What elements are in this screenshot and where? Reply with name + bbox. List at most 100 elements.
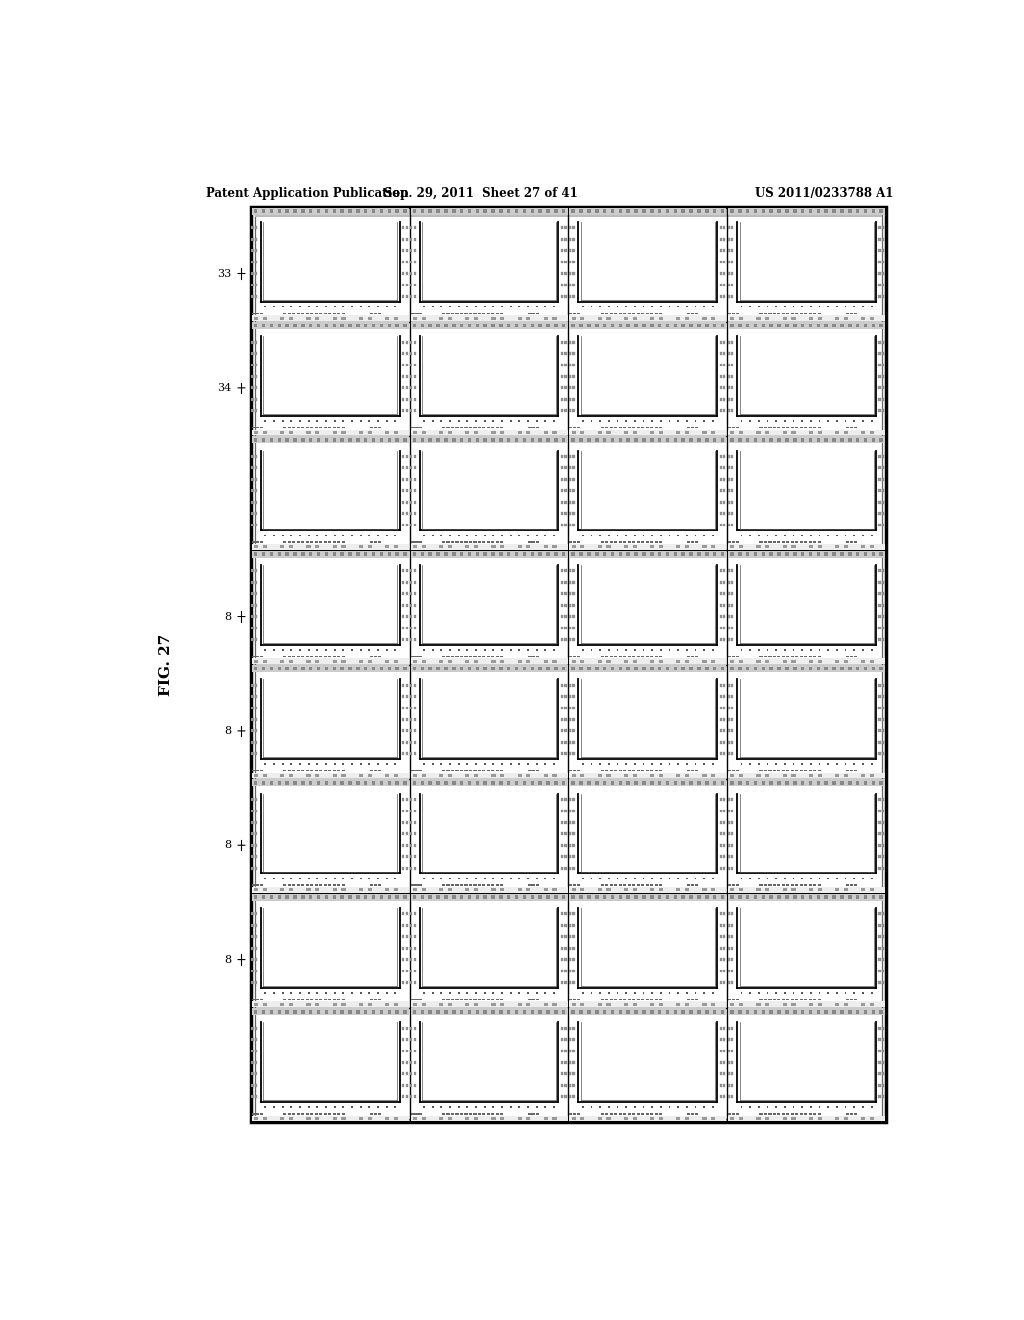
Bar [377, 306, 379, 308]
Bar [260, 884, 263, 886]
Bar [252, 1008, 409, 1015]
Bar [406, 912, 408, 915]
Bar [810, 763, 812, 764]
Bar [252, 684, 254, 686]
Bar [591, 763, 593, 764]
Bar [728, 772, 885, 779]
Bar [492, 888, 496, 891]
Bar [572, 569, 574, 573]
Bar [879, 946, 881, 949]
Bar [603, 895, 606, 899]
Bar [882, 924, 884, 927]
Bar [334, 991, 336, 994]
Bar [496, 1113, 499, 1114]
Bar [659, 306, 662, 308]
Bar [697, 552, 700, 556]
Bar [572, 603, 574, 606]
Text: Sep. 29, 2011  Sheet 27 of 41: Sep. 29, 2011 Sheet 27 of 41 [384, 187, 578, 199]
Bar [773, 541, 776, 543]
Bar [569, 341, 571, 343]
Bar [444, 210, 447, 213]
Bar [572, 924, 574, 927]
Bar [768, 541, 771, 543]
Bar [569, 352, 571, 355]
Bar [840, 895, 844, 899]
Bar [255, 603, 257, 606]
Bar [545, 649, 547, 651]
Bar [413, 323, 416, 327]
Bar [411, 581, 413, 583]
Bar [255, 981, 257, 983]
Bar [863, 1010, 867, 1014]
Bar [536, 991, 538, 994]
Bar [879, 478, 881, 480]
Bar [319, 770, 323, 771]
Bar [582, 649, 584, 651]
Bar [255, 238, 257, 240]
Bar [450, 991, 451, 994]
Bar [882, 409, 884, 412]
Bar [510, 878, 512, 879]
Bar [406, 455, 408, 458]
Bar [411, 615, 413, 618]
Bar [809, 656, 812, 657]
Bar [784, 535, 785, 536]
Bar [614, 656, 617, 657]
Bar [406, 718, 408, 721]
Bar [333, 656, 336, 657]
Bar [310, 1113, 313, 1114]
Bar [507, 210, 511, 213]
Bar [731, 981, 733, 983]
Bar [526, 774, 530, 777]
Bar [554, 552, 558, 556]
Bar [450, 649, 451, 651]
Bar [879, 466, 881, 470]
Bar [634, 895, 638, 899]
Bar [730, 210, 733, 213]
Bar [411, 313, 414, 314]
Bar [553, 888, 557, 891]
Bar [784, 649, 785, 651]
Bar [723, 924, 725, 927]
Bar [879, 387, 881, 389]
Bar [582, 763, 584, 764]
Bar [403, 781, 407, 785]
Bar [546, 210, 550, 213]
Bar [386, 535, 388, 536]
Bar [827, 535, 829, 536]
Bar [571, 552, 574, 556]
Bar [263, 1117, 267, 1119]
Bar [723, 1049, 725, 1052]
Bar [561, 809, 563, 812]
Bar [254, 432, 258, 434]
Bar [306, 1113, 309, 1114]
Bar [606, 660, 610, 663]
Bar [689, 1010, 693, 1014]
Bar [618, 210, 622, 213]
Bar [402, 1084, 404, 1086]
Bar [316, 667, 321, 671]
Bar [414, 363, 416, 367]
Bar [517, 545, 521, 548]
Bar [728, 855, 730, 858]
Bar [800, 999, 803, 1001]
Bar [879, 581, 881, 583]
Bar [561, 1072, 563, 1076]
Bar [474, 1003, 478, 1006]
Bar [628, 770, 631, 771]
Bar [374, 541, 377, 543]
Bar [792, 774, 796, 777]
Bar [723, 409, 725, 412]
Bar [394, 991, 396, 994]
Bar [569, 887, 726, 892]
Bar [809, 1117, 813, 1119]
Bar [260, 770, 263, 771]
Bar [387, 781, 391, 785]
Bar [564, 981, 566, 983]
Bar [642, 1106, 644, 1107]
Bar [380, 1010, 383, 1014]
Bar [634, 323, 638, 327]
Bar [728, 409, 730, 412]
Bar [627, 552, 630, 556]
Bar [507, 781, 511, 785]
